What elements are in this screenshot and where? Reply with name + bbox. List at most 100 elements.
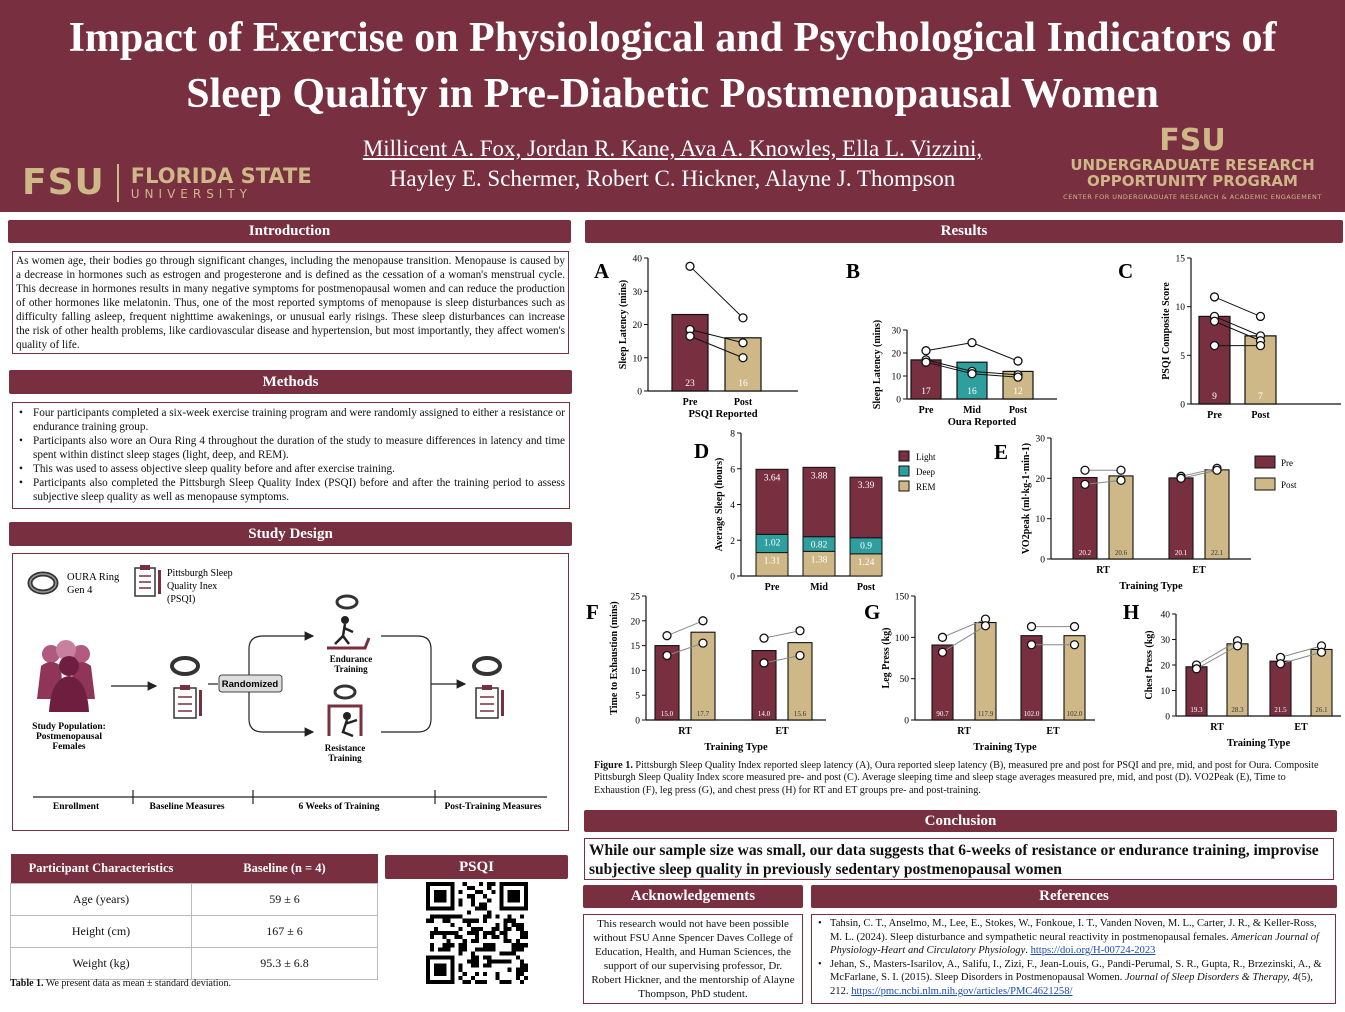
chart-e-point xyxy=(1176,473,1186,483)
chart-c-point xyxy=(1255,340,1266,351)
qr-module xyxy=(503,922,508,927)
chart-d-bar-label: 3.64 xyxy=(764,473,781,483)
methods-item: Four participants completed a six-week e… xyxy=(17,406,565,434)
table-row: Age (years) 59 ± 6 xyxy=(10,882,378,916)
qr-module xyxy=(487,930,492,936)
qr-module xyxy=(462,882,467,887)
qr-module xyxy=(458,914,463,919)
chart-g-point xyxy=(937,647,948,657)
qr-module xyxy=(434,926,439,931)
qr-module xyxy=(503,959,508,964)
chart-e-x-label: Training Type xyxy=(1119,581,1183,592)
chart-h-pair-line xyxy=(1280,645,1322,658)
qr-module xyxy=(470,939,475,944)
qr-module xyxy=(446,943,451,948)
qr-module xyxy=(474,963,480,968)
chart-b-point xyxy=(967,338,977,348)
figure-caption-text: Pittsburgh Sleep Quality Index reported … xyxy=(594,760,1319,796)
qr-module xyxy=(503,939,508,944)
chart-a-x-tick-label: Pre xyxy=(683,397,698,408)
chart-d-letter: D xyxy=(694,439,709,463)
chart-d-legend-swatch xyxy=(898,450,910,462)
qr-module xyxy=(450,914,455,919)
qr-code-icon[interactable] xyxy=(426,882,528,984)
chart-b-y-label: Sleep Latency (mins) xyxy=(872,320,883,409)
chart-e-pair-line xyxy=(1180,469,1218,479)
chart-e-point xyxy=(1080,479,1090,490)
chart-g-bar-label: 90.7 xyxy=(936,710,949,718)
qr-module xyxy=(474,939,480,944)
chart-g-pair-line xyxy=(942,625,986,653)
chart-c-point xyxy=(1209,340,1220,351)
chart-e-bar-label: 20.2 xyxy=(1079,549,1092,557)
chart-a-pair-line xyxy=(689,265,744,319)
chart-f-x-tick-label: ET xyxy=(775,726,789,737)
qr-module xyxy=(474,918,480,923)
chart-b-pair-line xyxy=(925,361,973,375)
population-icon xyxy=(37,640,95,712)
chart-h-pair-line xyxy=(1196,645,1238,670)
chart-g-point xyxy=(1069,621,1080,632)
reference-item: Jehan, S., Masters-Isarilov, A., Salifu,… xyxy=(816,958,1331,999)
table-caption: Table 1. We present data as mean ± stand… xyxy=(10,978,231,989)
population-label-2: Postmenopausal xyxy=(36,732,102,742)
chart-a-point xyxy=(685,331,695,341)
ref1-journal: American Journal of Physiology-Heart and… xyxy=(830,931,1319,957)
qr-module xyxy=(446,947,451,952)
qr-module xyxy=(462,918,467,923)
chart-h-y-label: Chest Press (kg) xyxy=(1144,630,1155,699)
qr-module xyxy=(442,930,447,936)
chart-c-point xyxy=(1255,311,1266,322)
chart-d-bar-label: 1.02 xyxy=(764,538,781,548)
ref2-link[interactable]: https://pmc.ncbi.nlm.nih.gov/articles/PM… xyxy=(851,985,1073,997)
table-row: Height (cm) 167 ± 6 xyxy=(10,914,378,948)
qr-module xyxy=(458,890,463,895)
chart-f-point xyxy=(698,616,708,626)
endurance-label-1: Endurance xyxy=(330,654,373,664)
urop-mark: FSU xyxy=(1159,123,1226,158)
qr-module xyxy=(503,926,508,931)
chart-h-y-tick-label: 0 xyxy=(1165,713,1170,723)
chart-f-y-tick-label: 20 xyxy=(631,617,641,627)
chart-d-bar-segment xyxy=(755,468,789,535)
chart-e-point xyxy=(1116,465,1126,475)
qr-module xyxy=(470,959,475,964)
chart-b-x-tick-label: Mid xyxy=(963,405,981,416)
chart-d-bar-segment xyxy=(802,466,836,538)
chart-g-point xyxy=(1069,640,1080,650)
chart-e-point xyxy=(1080,465,1090,475)
chart-d-bar-label: 1.38 xyxy=(811,555,828,565)
chart-e-y-tick-label: 10 xyxy=(1036,515,1046,525)
qr-module xyxy=(454,914,459,919)
qr-module xyxy=(442,947,447,952)
chart-f-x-label: Training Type xyxy=(704,742,768,753)
chart-e-y-tick-label: 30 xyxy=(1036,435,1046,445)
qr-module xyxy=(491,926,496,931)
qr-module xyxy=(466,930,471,936)
qr-module xyxy=(462,943,467,948)
chart-c-y-tick-label: 10 xyxy=(1176,303,1186,313)
chart-g-bar xyxy=(931,644,954,721)
chart-h-x-tick-label: ET xyxy=(1294,722,1308,733)
qr-module xyxy=(507,979,512,984)
qr-module xyxy=(483,930,488,936)
psqi-label-1: Pittsburgh Sleep xyxy=(167,568,233,579)
qr-module xyxy=(519,971,524,976)
post-ring-icon xyxy=(472,656,502,676)
qr-module xyxy=(466,918,471,923)
qr-module xyxy=(458,926,463,931)
chart-g-point xyxy=(1026,621,1037,632)
qr-module xyxy=(470,894,475,899)
ref1-link[interactable]: https://doi.org/H-00724-2023 xyxy=(1030,945,1156,957)
chart-d-y-label: Average Sleep (hours) xyxy=(714,458,725,552)
qr-module xyxy=(495,926,500,931)
chart-a-y-tick-label: 10 xyxy=(633,354,643,364)
chart-e-y-tick-label: 20 xyxy=(1036,475,1046,485)
qr-module xyxy=(479,926,484,931)
qr-module xyxy=(474,971,480,976)
qr-module xyxy=(507,926,512,931)
chart-a-point xyxy=(685,261,695,271)
qr-module xyxy=(470,975,475,980)
table-caption-label: Table 1. xyxy=(10,978,44,989)
